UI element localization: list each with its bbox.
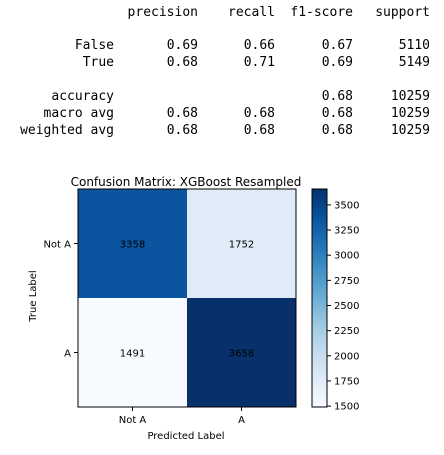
confusion-matrix-chart: Confusion Matrix: XGBoost Resampled 3358… [28, 175, 359, 442]
colorbar-gradient [311, 188, 328, 408]
colorbar: 1500 1750 2000 2250 2500 2750 3000 3250 3500 [311, 188, 359, 413]
chart-axes: Not A A Not A A [43, 188, 297, 426]
heatmap-cell [78, 298, 187, 407]
x-tick-label: Not A [119, 415, 147, 426]
heatmap-cell [187, 189, 296, 298]
y-tick-label: A [64, 349, 71, 360]
cell-f1: 0.69 [321, 55, 353, 70]
row-label: weighted avg [20, 123, 114, 138]
cell-f1: 0.67 [321, 38, 353, 53]
cell-value-label: 1752 [229, 240, 254, 251]
row-label: macro avg [43, 106, 114, 121]
chart-title: Confusion Matrix: XGBoost Resampled [71, 175, 302, 189]
cell-recall: 0.68 [243, 106, 275, 121]
classification-report: precision recall f1-score support False … [0, 0, 444, 150]
cell-value-label: 1491 [120, 349, 145, 360]
cell-precision: 0.69 [166, 38, 198, 53]
heatmap-cells: 3358 1752 1491 3658 [78, 189, 296, 407]
cell-value-label: 3658 [229, 349, 254, 360]
row-label: accuracy [51, 89, 114, 104]
colorbar-tick-label: 3250 [334, 226, 359, 237]
colorbar-tick-label: 1750 [334, 376, 359, 387]
y-axis-label: True Label [28, 270, 39, 322]
cell-support: 10259 [390, 123, 430, 138]
cell-recall: 0.71 [243, 55, 275, 70]
cell-recall: 0.68 [243, 123, 275, 138]
cell-support: 5149 [398, 55, 430, 70]
cell-f1: 0.68 [321, 106, 353, 121]
cell-f1: 0.68 [321, 123, 353, 138]
colorbar-tick-label: 2750 [334, 276, 359, 287]
cell-support: 10259 [390, 106, 430, 121]
colorbar-tick-label: 2250 [334, 326, 359, 337]
row-label: False [74, 38, 114, 53]
y-tick-label: Not A [43, 240, 71, 251]
colorbar-tick-label: 3500 [334, 200, 359, 211]
colorbar-tick-label: 3000 [334, 251, 359, 262]
colorbar-tick-label: 2500 [334, 301, 359, 312]
plot-frame [77, 188, 297, 408]
heatmap-cell [78, 189, 187, 298]
cell-support: 10259 [390, 89, 430, 104]
x-axis-label: Predicted Label [147, 431, 224, 442]
x-tick-label: A [238, 415, 245, 426]
colorbar-tick-label: 1500 [334, 402, 359, 413]
colorbar-tick-label: 2000 [334, 351, 359, 362]
cell-precision: 0.68 [166, 106, 198, 121]
cell-precision: 0.68 [166, 123, 198, 138]
cell-support: 5110 [398, 38, 430, 53]
header-recall: recall [228, 5, 275, 20]
heatmap-cell [187, 298, 296, 407]
cell-precision: 0.68 [166, 55, 198, 70]
row-label: True [82, 55, 114, 70]
header-support: support [375, 5, 430, 20]
cell-f1: 0.68 [321, 89, 353, 104]
cell-value-label: 3358 [120, 240, 145, 251]
header-f1-score: f1-score [290, 5, 353, 20]
header-precision: precision [127, 5, 198, 20]
cell-recall: 0.66 [243, 38, 275, 53]
